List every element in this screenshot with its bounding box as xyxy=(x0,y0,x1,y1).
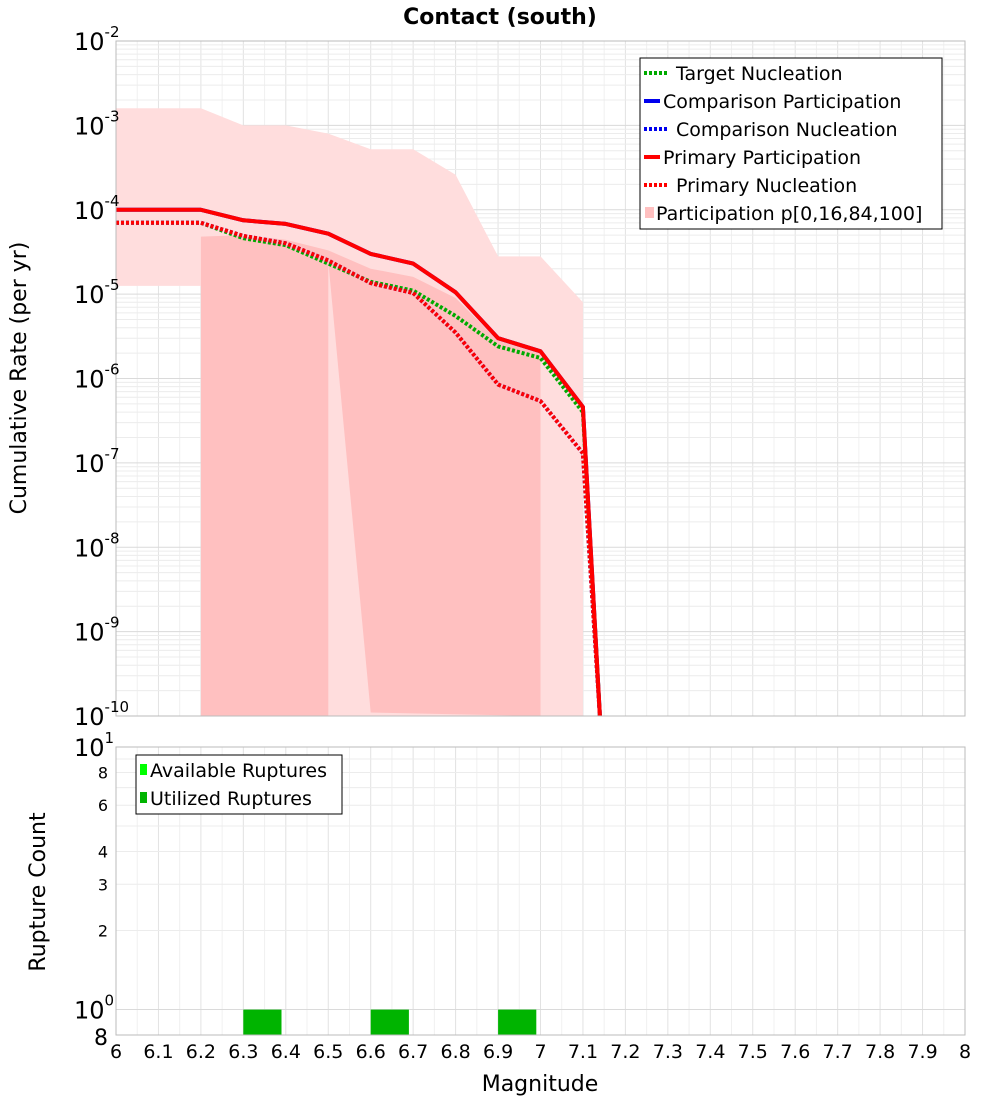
x-tick-label: 7.5 xyxy=(738,1041,768,1063)
top-y-tick-label: 10-4 xyxy=(74,192,120,225)
x-tick-label: 6 xyxy=(110,1041,122,1063)
participation-bands xyxy=(116,108,583,716)
legend-swatch-utilized-ruptures xyxy=(140,792,147,803)
legend-label-available-ruptures: Available Ruptures xyxy=(150,760,327,782)
top-y-axis-label: Cumulative Rate (per yr) xyxy=(7,242,32,515)
top-legend: Target Nucleation Comparison Participati… xyxy=(639,57,943,230)
bottom-y-axis-label: Rupture Count xyxy=(26,812,51,972)
x-tick-label: 7.8 xyxy=(865,1041,895,1063)
x-tick-label: 6.8 xyxy=(440,1041,470,1063)
legend-label-participation-band: Participation p[0,16,84,100] xyxy=(656,203,922,225)
legend-label-comparison-nucleation: Comparison Nucleation xyxy=(676,119,898,141)
top-y-tick-labels: 10-2 10-3 10-4 10-5 10-6 10-7 10-8 10-9 10-10 xyxy=(74,23,129,731)
legend-swatch-participation-band xyxy=(645,207,654,218)
x-tick-label: 7 xyxy=(534,1041,546,1063)
participation-band-inner xyxy=(116,235,541,716)
bottom-y-tick-minor: 6 xyxy=(98,796,108,815)
legend-label-target-nucleation: Target Nucleation xyxy=(675,63,843,85)
legend-label-primary-nucleation: Primary Nucleation xyxy=(676,175,857,197)
bottom-plot-frame xyxy=(115,746,966,1036)
x-axis-label: Magnitude xyxy=(482,1072,599,1097)
rupture-bar xyxy=(498,1009,537,1035)
x-tick-label: 6.4 xyxy=(271,1041,301,1063)
x-tick-labels: 6 6.1 6.2 6.3 6.4 6.5 6.6 6.7 6.8 6.9 7 7.1 7.2 7.3 7.… xyxy=(110,1041,971,1063)
x-tick-label: 7.9 xyxy=(907,1041,937,1063)
top-y-tick-label: 10-2 xyxy=(74,23,120,56)
bottom-y-tick-minor: 2 xyxy=(98,922,108,941)
bottom-y-tick-major: 100 xyxy=(74,992,114,1025)
series-line-primary-participation xyxy=(116,207,602,717)
top-y-tick-label: 10-9 xyxy=(74,614,120,647)
top-plot-panel: 10-2 10-3 10-4 10-5 10-6 10-7 10-8 10-9 10-10 Cu… xyxy=(7,23,966,731)
top-y-tick-label: 10-5 xyxy=(74,276,120,309)
chart-title: Contact (south) xyxy=(403,5,597,30)
x-tick-label: 7.3 xyxy=(653,1041,683,1063)
bottom-legend: Available Ruptures Utilized Ruptures xyxy=(135,754,343,815)
x-tick-label: 6.1 xyxy=(143,1041,173,1063)
legend-label-primary-participation: Primary Participation xyxy=(663,147,861,169)
mfd-lines xyxy=(116,207,602,717)
bottom-y-tick-minor: 4 xyxy=(98,842,108,861)
x-tick-label: 6.5 xyxy=(313,1041,343,1063)
x-tick-label: 6.7 xyxy=(398,1041,428,1063)
x-tick-label: 7.6 xyxy=(780,1041,810,1063)
top-plot-frame xyxy=(115,40,966,717)
top-y-tick-label: 10-8 xyxy=(74,529,120,562)
bottom-y-tick-minor: 3 xyxy=(98,875,108,894)
top-y-tick-label: 10-6 xyxy=(74,361,120,394)
legend-label-comparison-participation: Comparison Participation xyxy=(663,91,901,113)
top-y-tick-label: 10-7 xyxy=(74,445,120,478)
series-line-primary-nucleation xyxy=(116,220,602,717)
x-tick-label: 7.4 xyxy=(695,1041,725,1063)
x-tick-label: 6.9 xyxy=(483,1041,513,1063)
legend-label-utilized-ruptures: Utilized Ruptures xyxy=(150,788,312,810)
top-legend-box xyxy=(639,57,943,230)
x-tick-label: 7.7 xyxy=(823,1041,853,1063)
bottom-y-tick-minor: 8 xyxy=(98,763,108,782)
legend-swatch-available-ruptures xyxy=(140,764,147,775)
bottom-y-tick-minor: 8 xyxy=(94,1026,108,1051)
x-tick-label: 7.1 xyxy=(568,1041,598,1063)
x-tick-label: 6.2 xyxy=(186,1041,216,1063)
top-y-tick-label: 10-10 xyxy=(74,698,129,731)
x-tick-label: 6.3 xyxy=(228,1041,258,1063)
bottom-y-tick-major: 101 xyxy=(74,729,114,762)
x-tick-label: 7.2 xyxy=(610,1041,640,1063)
rupture-bar xyxy=(243,1009,282,1035)
rupture-bar xyxy=(370,1009,409,1035)
top-y-tick-label: 10-3 xyxy=(74,107,120,140)
rupture-count-bars xyxy=(243,1009,537,1035)
x-tick-label: 6.6 xyxy=(356,1041,386,1063)
bottom-legend-box xyxy=(135,754,343,815)
x-tick-label: 8 xyxy=(959,1041,971,1063)
